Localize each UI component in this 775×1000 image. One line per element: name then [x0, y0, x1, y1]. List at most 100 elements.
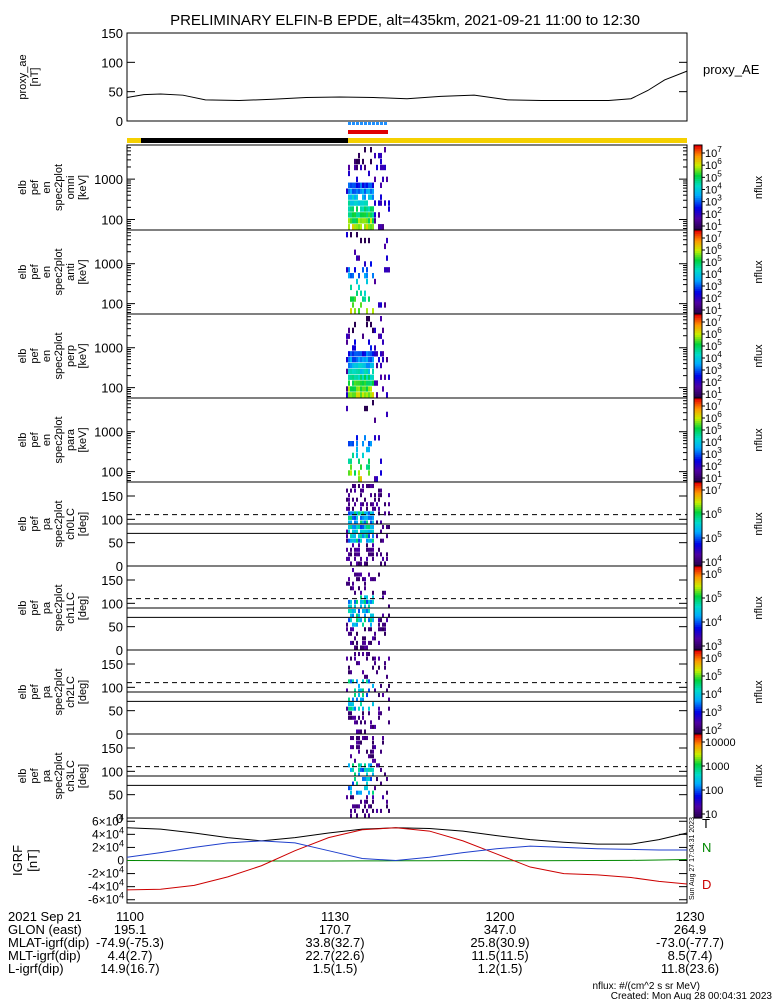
colorbar-cell — [694, 244, 702, 248]
colorbar-cell — [694, 778, 702, 781]
ch0LC-ylabel-1: pef — [29, 515, 41, 531]
ch1LC-ytick-label-3: 150 — [101, 573, 123, 588]
spectrogram-cell — [356, 435, 358, 441]
spectrogram-cell — [350, 511, 352, 516]
spectrogram-cell — [352, 581, 354, 586]
spectrogram-cell — [366, 534, 368, 539]
spectrogram-cell — [366, 795, 368, 800]
igrf-series-N — [126, 859, 688, 862]
spectrogram-cell — [364, 534, 366, 539]
spectrogram-cell — [384, 631, 386, 636]
spectrogram-cell — [362, 484, 364, 489]
colorbar-cell — [694, 189, 702, 193]
spectrogram-cell — [380, 333, 382, 339]
ephemeris-cell-r1-c1: 195.1 — [114, 922, 147, 937]
spectrogram-cell — [358, 308, 360, 314]
spectrogram-cell — [362, 212, 364, 218]
colorbar-cell — [694, 238, 702, 242]
colorbar-cell — [694, 757, 702, 760]
colorbar-cell — [694, 339, 702, 342]
spectrogram-cell — [348, 374, 350, 380]
spectrogram-cell — [352, 218, 354, 224]
spectrogram-cell — [386, 357, 388, 363]
spectrogram-cell — [358, 586, 360, 591]
spectrogram-cell — [350, 308, 352, 314]
omni-ytick-label-0: 100 — [101, 213, 123, 228]
spectrogram-cell — [366, 308, 368, 314]
spectrogram-cell — [378, 493, 380, 498]
ch1LC-ylabel-3: spec2plot — [53, 584, 65, 631]
spectrogram-cell — [352, 697, 354, 702]
spectrogram-cell — [356, 781, 358, 786]
omni-ylabel-2: en — [41, 181, 53, 193]
ch1LC-ylabel-0: elb — [17, 601, 29, 616]
colorbar-tick-label-2: 104 — [705, 614, 722, 629]
ephemeris-cell-r0-c4: 1230 — [676, 909, 705, 924]
spectrogram-cell — [384, 622, 386, 627]
spectrogram-cell — [364, 147, 366, 153]
spectrogram-cell — [372, 590, 374, 595]
colorbar-tick-label-6: 101 — [705, 470, 722, 485]
colorbar-cell — [694, 450, 702, 454]
spectrogram-cell — [354, 339, 356, 345]
spectrogram-cell — [372, 368, 374, 375]
igrf-series-E — [126, 840, 687, 862]
spectrogram-cell — [374, 212, 376, 218]
spectrogram-cell — [348, 327, 350, 334]
spectrogram-cell — [380, 493, 382, 498]
spectrogram-cell — [360, 392, 362, 398]
spectrogram-cell — [368, 706, 370, 711]
spectrogram-cell — [364, 767, 366, 772]
colorbar-cell — [694, 797, 702, 800]
colorbar-cell — [694, 744, 702, 748]
spectrogram-cell — [376, 520, 378, 525]
spectrogram-cell — [372, 502, 374, 507]
spectrogram-cell — [352, 380, 354, 386]
spectrogram-cell — [354, 488, 356, 493]
colorbar-cell — [694, 612, 702, 615]
spectrogram-cell — [360, 374, 362, 380]
spectrogram-cell — [372, 400, 374, 406]
spectrogram-cell — [350, 767, 352, 772]
spectrogram-cell — [360, 386, 362, 392]
spectrogram-cell — [360, 561, 362, 566]
ch1LC-ylabel-2: pa — [41, 601, 53, 614]
spectrogram-cell — [384, 200, 386, 206]
colorbar-cell — [694, 601, 702, 605]
spectrogram-cell — [370, 345, 372, 351]
spectrogram-cell — [384, 164, 386, 171]
colorbar-cell — [694, 248, 702, 252]
spectrogram-cell — [352, 586, 354, 591]
spectrogram-cell — [372, 795, 374, 800]
colorbar-cell — [694, 631, 702, 634]
colorbar-cell — [694, 660, 702, 664]
spectrogram-cell — [386, 525, 388, 530]
colorbar-cell — [694, 645, 702, 649]
spectrogram-cell — [350, 200, 352, 206]
colorbar-cell — [694, 755, 702, 758]
ephemeris-cell-r3-c2: 22.7(22.6) — [305, 948, 364, 963]
science-zone-dot — [348, 122, 351, 125]
spectrogram-cell — [356, 200, 358, 206]
colorbar-cell — [694, 280, 702, 284]
spectrogram-cell — [374, 745, 376, 750]
colorbar-label-ch2LC: nflux — [753, 680, 765, 704]
omni-ylabel-4: omni — [65, 176, 77, 200]
spectrogram-cell — [348, 556, 350, 561]
spectrogram-cell — [372, 538, 374, 543]
ch1LC-ylabel-4: ch1LC — [65, 592, 77, 624]
colorbar-cell — [694, 736, 702, 739]
spectrogram-cell — [376, 534, 378, 539]
spectrogram-cell — [354, 622, 356, 627]
spectrogram-cell — [358, 212, 360, 218]
spectrogram-cell — [350, 711, 352, 716]
spectrogram-cell — [352, 357, 354, 363]
spectrogram-cell — [364, 290, 366, 296]
spectrogram-cell — [350, 392, 352, 398]
spectrogram-cell — [368, 688, 370, 693]
spectrogram-cell — [358, 561, 360, 566]
igrf-ytick-label-0: 6×104 — [92, 812, 124, 828]
ch0LC-ytick-label-1: 50 — [109, 536, 123, 551]
spectrogram-cell — [362, 351, 364, 357]
colorbar-cell — [694, 166, 702, 169]
